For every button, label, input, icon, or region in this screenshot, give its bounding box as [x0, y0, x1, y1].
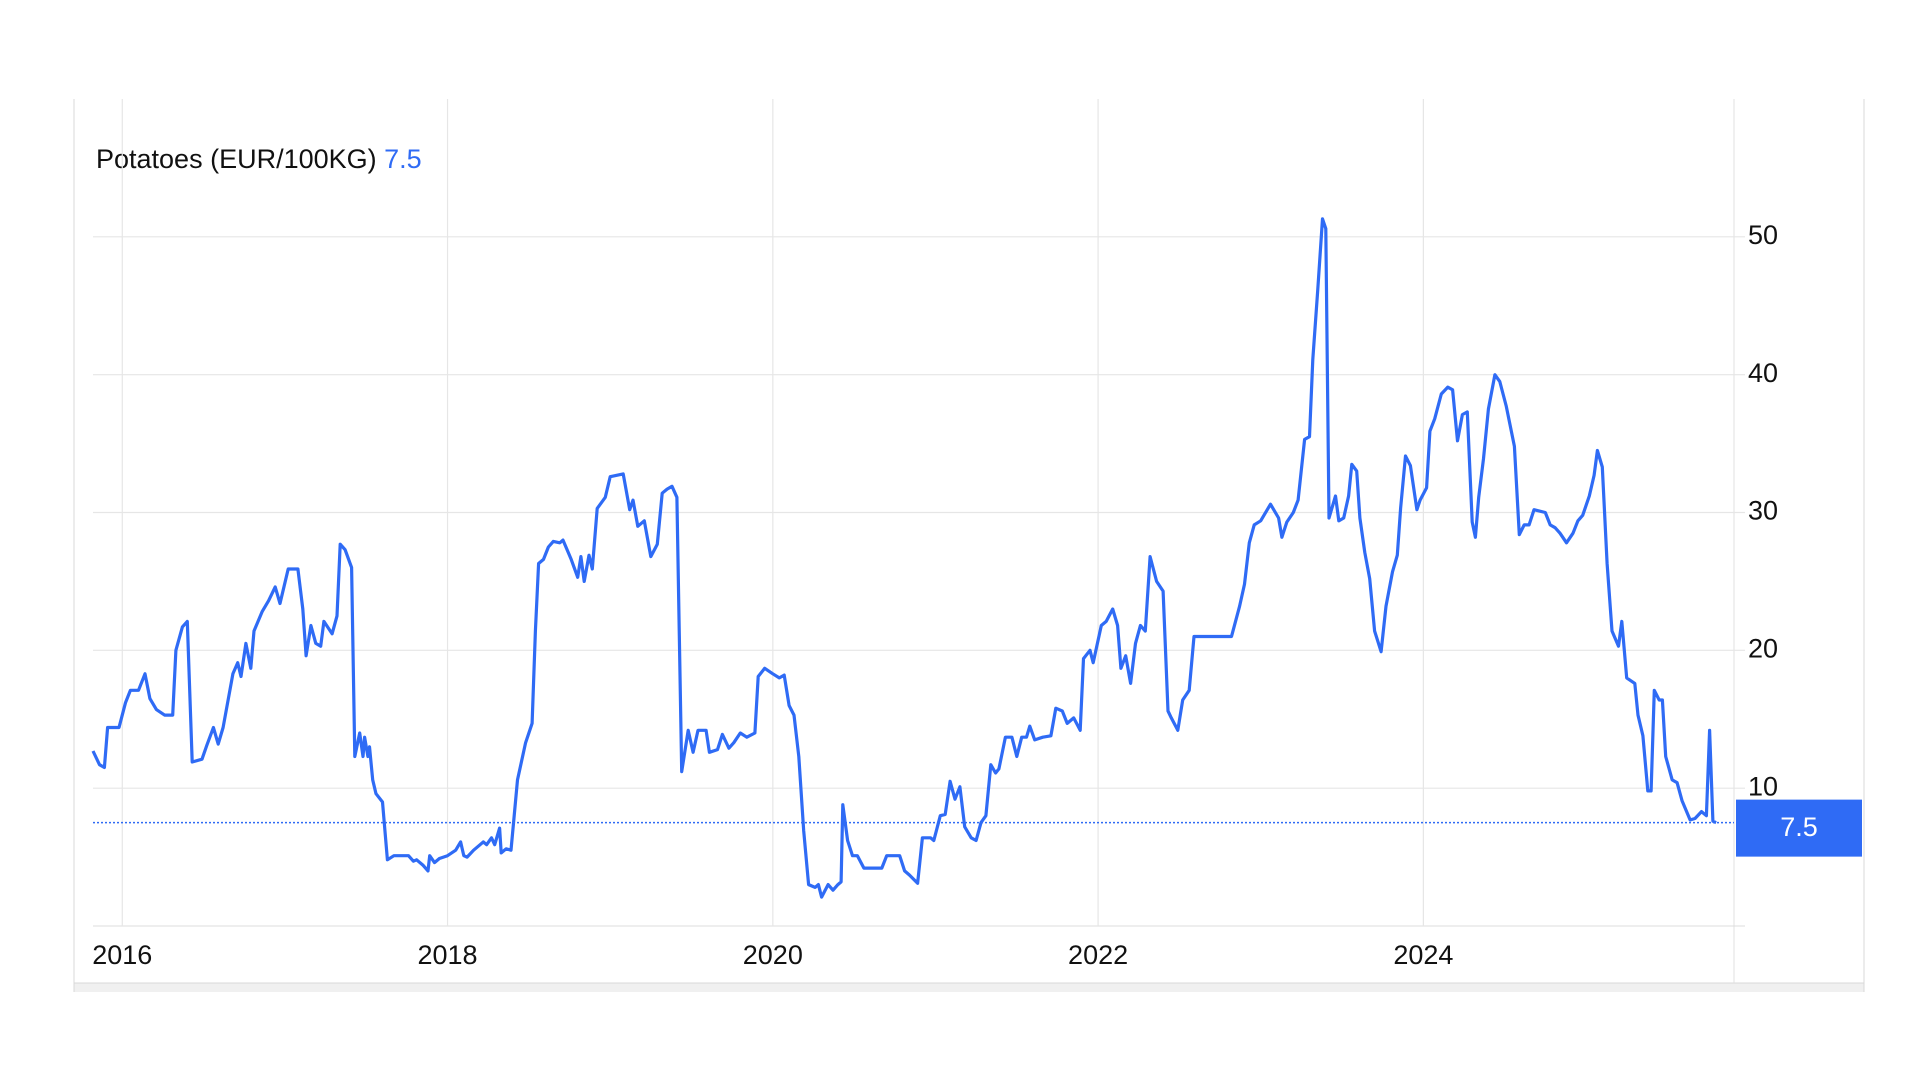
x-tick-label: 2020: [743, 940, 803, 970]
bottom-band: [74, 983, 1864, 992]
y-tick-label: 20: [1748, 633, 1778, 663]
x-tick-label: 2016: [92, 940, 152, 970]
x-tick-label: 2018: [418, 940, 478, 970]
x-tick-label: 2022: [1068, 940, 1128, 970]
chart-title: Potatoes (EUR/100KG) 7.5: [96, 144, 422, 174]
title-text: Potatoes (EUR/100KG): [96, 144, 377, 174]
y-tick-label: 10: [1748, 771, 1778, 801]
x-tick-label: 2024: [1393, 940, 1453, 970]
title-value: 7.5: [384, 144, 422, 174]
current-value-label: 7.5: [1780, 812, 1818, 842]
y-tick-label: 50: [1748, 220, 1778, 250]
current-value-box: [1736, 799, 1862, 857]
y-tick-label: 30: [1748, 496, 1778, 526]
y-tick-label: 40: [1748, 358, 1778, 388]
data-line: [91, 217, 1717, 899]
